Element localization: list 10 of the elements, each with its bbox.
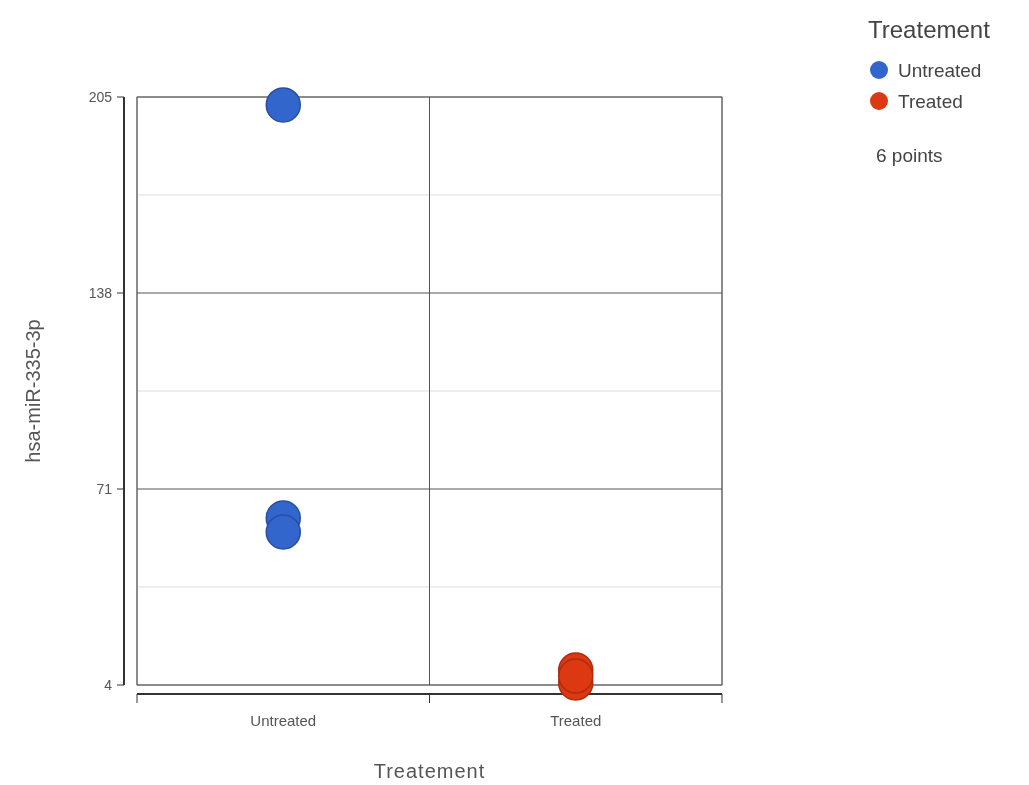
legend-label: Treated <box>898 90 963 112</box>
x-axis-title: Treatement <box>373 760 486 782</box>
text: 6 points <box>876 145 943 166</box>
y-tick-label: 138 <box>88 284 113 301</box>
y-tick-label: 205 <box>88 88 113 105</box>
legend-label: Untreated <box>898 59 982 81</box>
legend-title: Treatement <box>868 16 991 43</box>
y-tick-label: 4 <box>104 676 113 693</box>
y-tick-label: 71 <box>96 480 113 497</box>
y-axis-title: hsa-miR-335-3p <box>22 319 44 463</box>
